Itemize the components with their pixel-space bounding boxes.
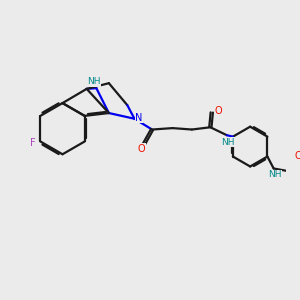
Text: F: F (30, 138, 35, 148)
Text: O: O (214, 106, 222, 116)
Text: O: O (294, 151, 300, 161)
Text: O: O (137, 144, 145, 154)
Text: NH: NH (87, 77, 100, 86)
Text: N: N (135, 113, 143, 123)
Text: NH: NH (221, 138, 234, 147)
Text: NH: NH (268, 170, 282, 179)
